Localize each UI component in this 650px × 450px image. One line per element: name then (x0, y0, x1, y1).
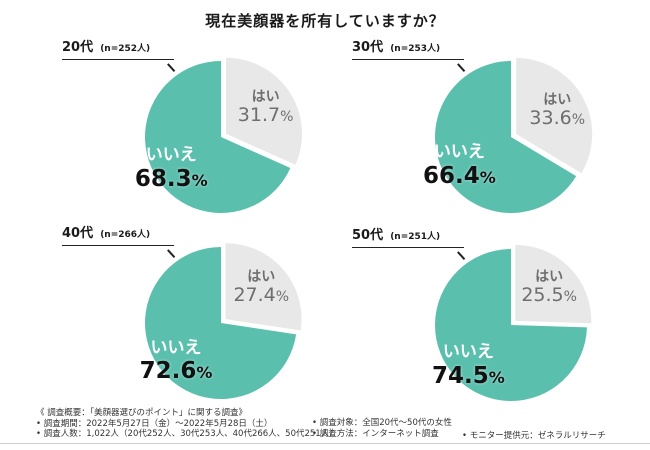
pie-graphic (434, 244, 592, 401)
slice-label-no: いいえ 72.6% (139, 337, 213, 385)
pie-chart-20s: 20代 (n=252人) はい 31.7% いいえ 68.3% (58, 36, 333, 221)
slice-label-no: いいえ 68.3% (134, 145, 208, 193)
chart-group-header: 20代 (n=252人) (62, 36, 174, 60)
chart-group-header: 50代 (n=251人) (352, 224, 464, 248)
pie-chart-30s: 30代 (n=253人) はい 33.6% いいえ 66.4% (348, 36, 623, 221)
footer-line: • 調査方法：インターネット調査 (312, 428, 439, 439)
pie-graphic (144, 57, 303, 213)
page-title: 現在美顔器を所有していますか？ (205, 12, 445, 30)
footer-column-provider: • モニター提供元：ゼネラルリサーチ (462, 431, 606, 442)
sample-size-label: (n=266人) (100, 230, 151, 240)
footer-line: 《 調査概要：「美顔器選びのポイント」に関する調査》 (36, 408, 247, 418)
footer-line: • 調査期間：2022年5月27日（金）～2022年5月28日（土） (36, 418, 273, 429)
pie-chart-50s: 50代 (n=251人) はい 25.5% いいえ 74.5% (348, 224, 623, 409)
bottom-divider (0, 443, 650, 444)
chart-group-header: 30代 (n=253人) (352, 36, 464, 60)
footer-column-overview: 《 調査概要：「美顔器選びのポイント」に関する調査》 • 調査期間：2022年5… (36, 408, 338, 440)
group-label: 20代 (62, 40, 94, 55)
footer-line: • モニター提供元：ゼネラルリサーチ (462, 431, 606, 441)
slice-label-yes: はい 27.4% (233, 269, 290, 307)
slice-label-yes: はい 31.7% (237, 89, 294, 126)
footer-line: • 調査対象：全国20代～50代の女性 (312, 418, 452, 428)
footer-column-method: • 調査対象：全国20代～50代の女性 • 調査方法：インターネット調査 (312, 418, 452, 439)
footer-line: • 調査人数：1,022人（20代252人、30代253人、40代266人、50… (36, 429, 338, 439)
group-label: 30代 (352, 40, 384, 55)
sample-size-label: (n=253人) (390, 44, 441, 54)
slice-label-yes: はい 33.6% (529, 92, 586, 129)
pie-graphic (145, 243, 302, 399)
pie-chart-40s: 40代 (n=266人) はい 27.4% いいえ 72.6% (58, 222, 333, 407)
chart-group-header: 40代 (n=266人) (62, 222, 174, 246)
group-label: 50代 (352, 228, 384, 243)
sample-size-label: (n=252人) (100, 44, 151, 54)
group-label: 40代 (62, 226, 94, 241)
slice-label-no: いいえ 74.5% (432, 342, 505, 390)
slice-label-yes: はい 25.5% (521, 269, 577, 306)
sample-size-label: (n=251人) (390, 232, 441, 242)
slice-label-no: いいえ 66.4% (423, 142, 496, 190)
pie-graphic (434, 58, 593, 213)
